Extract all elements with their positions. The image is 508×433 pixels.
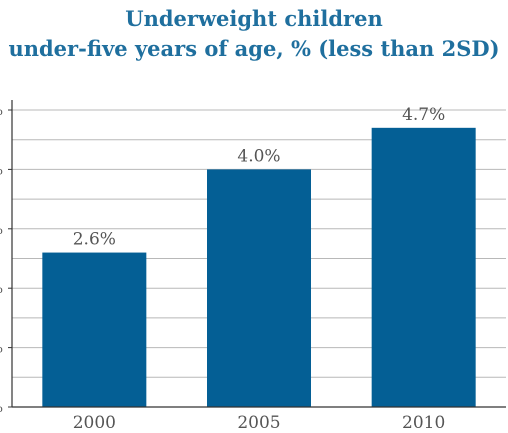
y-tick-label: % (0, 400, 3, 416)
chart-title-line-1: Underweight children (125, 6, 383, 31)
chart-title: Underweight children under-five years of… (0, 4, 508, 64)
data-label-2010: 4.7% (402, 105, 445, 125)
x-tick-label-2005: 2005 (237, 413, 280, 433)
y-tick-label: % (0, 281, 3, 297)
y-tick-label: % (0, 341, 3, 357)
y-tick-label: % (0, 162, 3, 178)
chart-title-line-2: under-five years of age, % (less than 2S… (8, 36, 500, 61)
x-tick-label-2010: 2010 (402, 413, 445, 433)
y-tick-label: % (0, 222, 3, 238)
bar-2005 (207, 169, 311, 407)
x-tick-label-2000: 2000 (73, 413, 116, 433)
bar-2000 (42, 252, 147, 407)
bar-2010 (371, 127, 476, 407)
data-label-2005: 4.0% (237, 146, 280, 166)
data-label-2000: 2.6% (73, 230, 116, 250)
y-tick-label: % (0, 103, 3, 119)
